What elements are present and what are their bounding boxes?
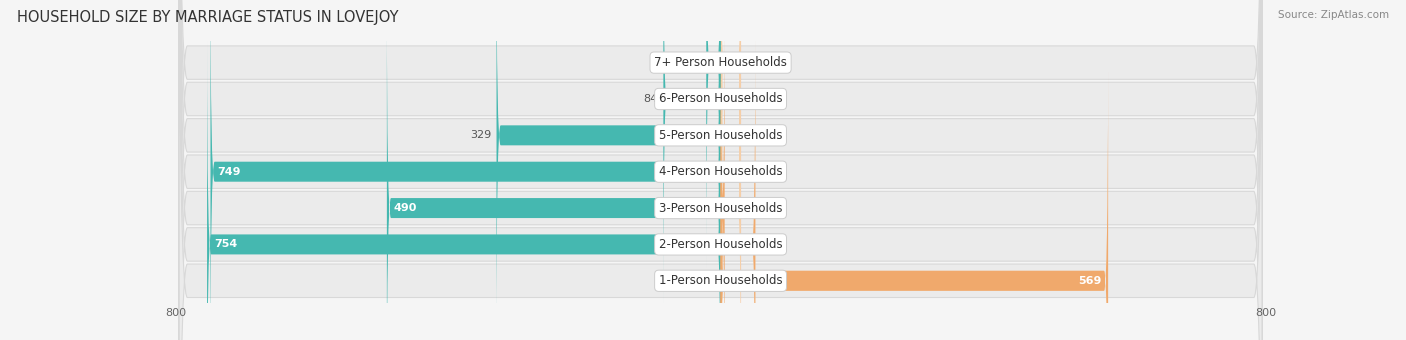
Text: HOUSEHOLD SIZE BY MARRIAGE STATUS IN LOVEJOY: HOUSEHOLD SIZE BY MARRIAGE STATUS IN LOV… (17, 10, 398, 25)
FancyBboxPatch shape (207, 36, 721, 340)
Text: 329: 329 (470, 130, 491, 140)
FancyBboxPatch shape (721, 0, 724, 340)
FancyBboxPatch shape (496, 0, 721, 340)
FancyBboxPatch shape (387, 0, 721, 340)
Text: Source: ZipAtlas.com: Source: ZipAtlas.com (1278, 10, 1389, 20)
FancyBboxPatch shape (179, 0, 1263, 340)
FancyBboxPatch shape (179, 0, 1263, 340)
Text: 84: 84 (644, 94, 658, 104)
FancyBboxPatch shape (721, 0, 741, 340)
FancyBboxPatch shape (721, 0, 741, 271)
FancyBboxPatch shape (179, 0, 1263, 340)
Text: 7+ Person Households: 7+ Person Households (654, 56, 787, 69)
FancyBboxPatch shape (721, 36, 755, 340)
FancyBboxPatch shape (664, 0, 721, 307)
Text: 490: 490 (394, 203, 418, 213)
FancyBboxPatch shape (721, 73, 1108, 340)
FancyBboxPatch shape (706, 0, 721, 271)
Text: 2-Person Households: 2-Person Households (659, 238, 782, 251)
Text: 0: 0 (747, 94, 754, 104)
Text: 749: 749 (218, 167, 240, 177)
FancyBboxPatch shape (721, 73, 1108, 340)
FancyBboxPatch shape (721, 0, 741, 307)
Text: 21: 21 (686, 57, 700, 68)
Text: 0: 0 (747, 57, 754, 68)
Legend: Family, Nonfamily: Family, Nonfamily (644, 339, 797, 340)
Text: 5-Person Households: 5-Person Households (659, 129, 782, 142)
Text: 6: 6 (730, 203, 737, 213)
FancyBboxPatch shape (179, 0, 1263, 340)
FancyBboxPatch shape (721, 0, 741, 340)
FancyBboxPatch shape (211, 0, 721, 340)
Text: 0: 0 (747, 130, 754, 140)
FancyBboxPatch shape (179, 0, 1263, 340)
FancyBboxPatch shape (179, 0, 1263, 340)
FancyBboxPatch shape (179, 0, 1263, 340)
Text: 6-Person Households: 6-Person Households (659, 92, 782, 105)
Text: 51: 51 (761, 239, 775, 250)
Text: 1-Person Households: 1-Person Households (659, 274, 782, 287)
FancyBboxPatch shape (721, 0, 741, 340)
FancyBboxPatch shape (721, 36, 755, 340)
Text: 4-Person Households: 4-Person Households (659, 165, 782, 178)
Text: 754: 754 (214, 239, 238, 250)
Text: 3-Person Households: 3-Person Households (659, 202, 782, 215)
Text: 0: 0 (747, 167, 754, 177)
Text: 569: 569 (1078, 276, 1101, 286)
